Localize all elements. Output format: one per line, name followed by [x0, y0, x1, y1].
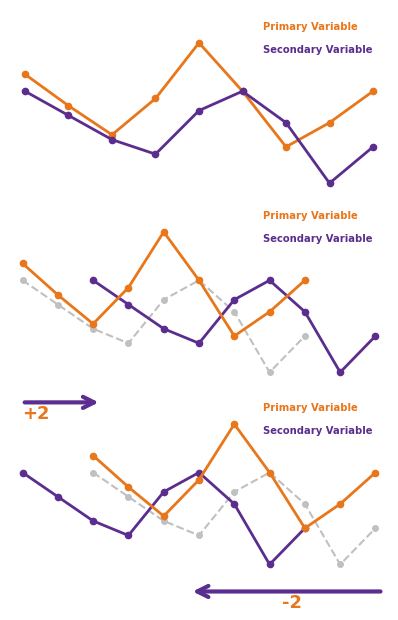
- Text: +2: +2: [22, 405, 49, 423]
- Text: Primary Variable: Primary Variable: [263, 404, 357, 414]
- Text: -2: -2: [282, 594, 302, 612]
- Text: Primary Variable: Primary Variable: [263, 211, 357, 221]
- Text: Secondary Variable: Secondary Variable: [263, 427, 372, 436]
- Text: Secondary Variable: Secondary Variable: [263, 234, 372, 244]
- Text: Secondary Variable: Secondary Variable: [263, 45, 372, 55]
- Text: Primary Variable: Primary Variable: [263, 22, 357, 32]
